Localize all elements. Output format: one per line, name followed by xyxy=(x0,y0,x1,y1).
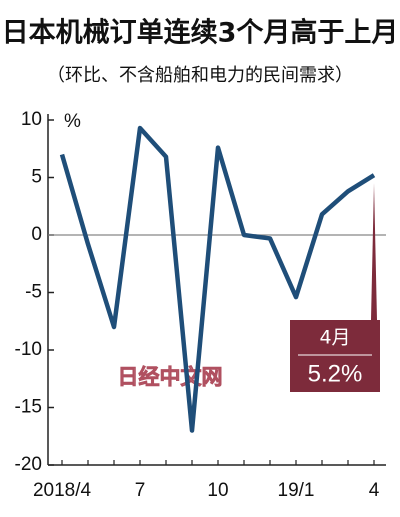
x-tick-label: 10 xyxy=(207,480,228,501)
x-tick-label: 2018/4 xyxy=(33,480,92,501)
y-tick-label: -5 xyxy=(25,282,42,303)
callout-box xyxy=(290,320,380,392)
chart-title: 日本机械订单连续3个月高于上月 xyxy=(2,17,399,49)
y-tick-label: -20 xyxy=(15,454,42,475)
y-tick-label: -10 xyxy=(15,339,42,360)
y-unit: % xyxy=(64,111,81,132)
chart-subtitle: （环比、不含船舶和电力的民间需求） xyxy=(47,65,353,86)
callout-title: 4月 xyxy=(319,327,350,349)
value-label: 5.2% xyxy=(308,360,363,387)
y-tick-label: -15 xyxy=(15,397,42,418)
x-tick-label: 7 xyxy=(135,480,146,501)
y-tick-label: 5 xyxy=(31,167,42,188)
y-tick-label: 0 xyxy=(31,224,42,245)
line xyxy=(59,125,376,433)
y-tick-label: 10 xyxy=(21,109,42,130)
x-tick-label: 19/1 xyxy=(278,480,315,501)
callout-pointer xyxy=(371,183,377,320)
x-tick-label: 4 xyxy=(369,480,380,501)
watermark: 日经中文网 xyxy=(118,365,223,389)
